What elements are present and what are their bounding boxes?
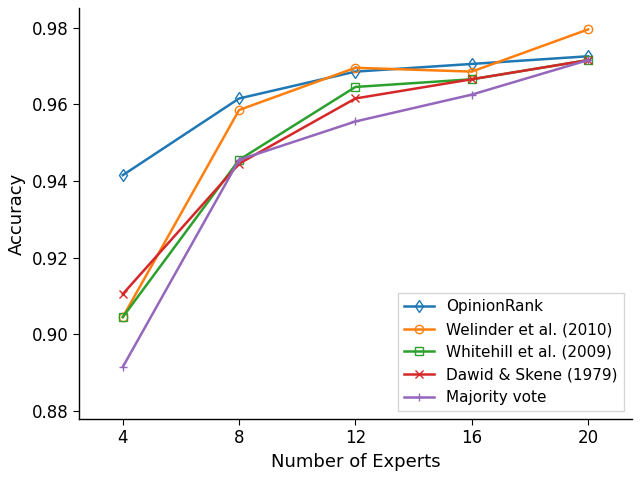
Dawid & Skene (1979): [468, 77, 476, 82]
OpinionRank: [236, 96, 243, 102]
Welinder et al. (2010): [468, 69, 476, 75]
Whitehill et al. (2009): [119, 314, 127, 320]
Whitehill et al. (2009): [468, 77, 476, 82]
Dawid & Skene (1979): [351, 96, 359, 102]
Welinder et al. (2010): [351, 65, 359, 70]
Majority vote: [236, 157, 243, 163]
Majority vote: [119, 364, 127, 370]
Line: Whitehill et al. (2009): Whitehill et al. (2009): [118, 56, 592, 321]
Legend: OpinionRank, Welinder et al. (2010), Whitehill et al. (2009), Dawid & Skene (197: OpinionRank, Welinder et al. (2010), Whi…: [397, 293, 624, 411]
Whitehill et al. (2009): [351, 84, 359, 90]
Majority vote: [584, 57, 592, 63]
Dawid & Skene (1979): [236, 161, 243, 167]
Majority vote: [468, 92, 476, 98]
OpinionRank: [351, 69, 359, 75]
OpinionRank: [468, 61, 476, 67]
Welinder et al. (2010): [584, 26, 592, 32]
Whitehill et al. (2009): [236, 157, 243, 163]
Line: Dawid & Skene (1979): Dawid & Skene (1979): [118, 56, 592, 298]
Dawid & Skene (1979): [119, 291, 127, 297]
Y-axis label: Accuracy: Accuracy: [8, 172, 26, 255]
Welinder et al. (2010): [119, 314, 127, 320]
Line: Welinder et al. (2010): Welinder et al. (2010): [118, 25, 592, 321]
Dawid & Skene (1979): [584, 57, 592, 63]
Line: Majority vote: Majority vote: [118, 56, 592, 371]
Line: OpinionRank: OpinionRank: [118, 52, 592, 179]
OpinionRank: [119, 172, 127, 178]
X-axis label: Number of Experts: Number of Experts: [271, 453, 440, 471]
OpinionRank: [584, 53, 592, 59]
Majority vote: [351, 119, 359, 125]
Welinder et al. (2010): [236, 107, 243, 113]
Whitehill et al. (2009): [584, 57, 592, 63]
